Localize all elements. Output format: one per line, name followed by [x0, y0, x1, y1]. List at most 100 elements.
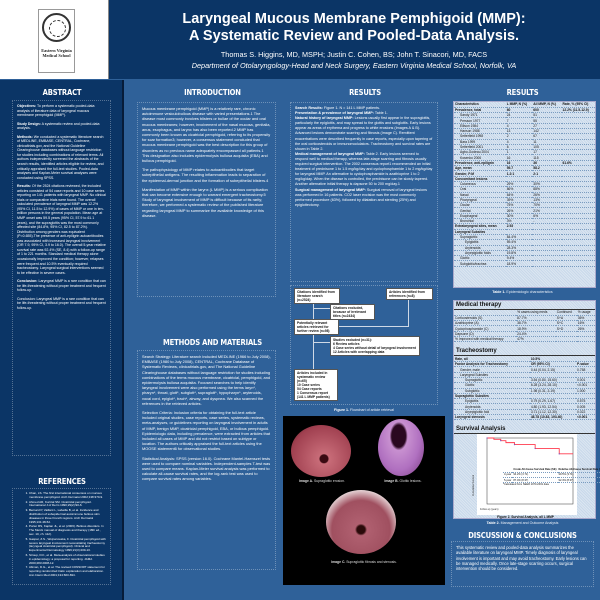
- table-cell: 2.93: [505, 223, 533, 230]
- abstract-box: Objectives: To perform a systematic pool…: [12, 100, 111, 456]
- table-header-row: % cases using meds Continued% usage: [454, 310, 595, 316]
- table-cell: 115: [532, 154, 562, 161]
- table-cell: [561, 144, 595, 151]
- image-c-caption: Image C. Supraglottic fibrosis and steno…: [331, 560, 397, 564]
- image-b-caption: Image B. Glottic lesions.: [384, 479, 422, 483]
- table-cell: Esophageal: [454, 213, 506, 220]
- table-cell: 28.3%: [505, 245, 533, 251]
- paragraph-text: Table 2. Early lesions seemed to respond…: [295, 151, 433, 187]
- table-cell: [561, 202, 595, 209]
- paragraph-label: Results:: [17, 184, 31, 189]
- table-row: Aryepiglottic folds 19.8%: [454, 250, 595, 257]
- table-row: Setterfield 2001 6 105: [454, 144, 595, 151]
- table-cell: 0.758: [576, 366, 595, 373]
- table-cell: Glottic: [454, 382, 530, 389]
- table-cell: 0.005: [576, 403, 595, 410]
- paragraph-label: Search Results:: [295, 106, 323, 110]
- table-cell: Kosenko 2006: [454, 154, 506, 161]
- references-heading: REFERENCES: [38, 477, 86, 486]
- paragraph-text: Conclusion: Laryngeal MMP is a rare cond…: [17, 296, 106, 310]
- table-cell: 21%: [532, 207, 562, 214]
- table-cell: Glottic: [454, 255, 506, 262]
- introduction-paragraph: Mucous membrane pemphigoid (MMP) is a re…: [142, 106, 271, 164]
- table-cell: [576, 331, 595, 338]
- censor-mark: [513, 444, 516, 446]
- paragraph-text: We conducted a systematic literature sea…: [17, 134, 104, 180]
- table-row: Concomitant lesions: [454, 176, 595, 182]
- table-cell: Laryngeal Subsites: [454, 372, 530, 378]
- table-header-row: Characteristics L MMP, N (%) All MMP, N (%…: [454, 102, 595, 108]
- abstract-paragraph: Results: Of the 2524 citations reviewed,…: [17, 184, 106, 275]
- table-2: Medical therapy % cases using meds Contin…: [453, 300, 600, 519]
- table-cell: [561, 133, 595, 140]
- paragraph-label: Natural history of laryngeal MMP:: [295, 116, 354, 121]
- table-cell: L MMP, N (%): [505, 102, 533, 108]
- table-cell: 64%: [505, 192, 533, 198]
- table-row: Prevalence, anti-epiligrin 16 36 61.6%: [454, 160, 595, 167]
- table-cell: [561, 165, 595, 172]
- table-cell: [532, 176, 562, 182]
- table-cell: [576, 372, 595, 378]
- table-cell: 4: [505, 139, 533, 145]
- censor-mark: [486, 437, 488, 439]
- introduction-heading: INTRODUCTION: [184, 88, 241, 97]
- table-cell: 36%: [576, 315, 595, 322]
- table-cell: 6.28 (3.24, 28.10): [529, 382, 577, 389]
- table-cell: [529, 393, 577, 400]
- table-cell: [561, 229, 595, 235]
- table-cell: Azathioprine (A): [454, 320, 517, 327]
- table-row: Aryepiglottic fold 3.71 (1.12, 12.30) 0.02…: [454, 409, 595, 416]
- table-cell: [561, 170, 595, 177]
- table-cell: [561, 123, 595, 130]
- table-cell: 3%: [505, 218, 533, 225]
- results-paragraph: Presentation & prevalence of laryngeal M…: [295, 111, 433, 116]
- table-cell: 1.2:1: [505, 170, 533, 177]
- table-cell: Aryepiglottic fold: [454, 409, 530, 416]
- inset-row: 5-year 87.4% (8.37) 92.4% (8.37): [503, 477, 600, 484]
- paragraph-text: Figure 1. N = 141 L MMP patients.: [322, 106, 380, 110]
- table-cell: [561, 207, 595, 214]
- table-row: % Improved with medical therapy 47%: [454, 336, 595, 343]
- censor-mark: [558, 453, 560, 455]
- table-row: Corticosteroids (S) 87.7% S+A 36%: [454, 315, 595, 322]
- table-cell: 3-year: [503, 472, 513, 479]
- table-cell: 142: [532, 128, 562, 135]
- table-cell: Prevalence, total: [454, 107, 506, 114]
- table-cell: 0.79 (0.29, 1.67): [529, 398, 577, 405]
- table-cell: Pharyngeal: [454, 197, 506, 204]
- table-1-caption: Table 1. Epidemiologic characteristics: [492, 290, 553, 294]
- paragraph-text: Lesions usually first appear in the supr…: [295, 116, 433, 151]
- abstract-paragraph: Conclusion: Laryngeal MMP is a rare cond…: [17, 279, 106, 293]
- reference-item: Ahmed AR, Kurtzal SM. Cicatricial pemphi…: [29, 500, 106, 509]
- table-cell: Bara 1999: [454, 139, 506, 145]
- paragraph-label: Conclusion:: [17, 279, 38, 284]
- table-cell: [561, 181, 595, 188]
- caption-label: Figure 1.: [334, 408, 350, 412]
- table-cell: Age, mean: [454, 165, 506, 172]
- table-cell: Sandy 1971: [454, 112, 506, 119]
- table-cell: Characteristics: [454, 102, 506, 108]
- table-cell: 36.7%: [516, 320, 556, 327]
- introduction-paragraph: Manifestation of MMP within the larynx (…: [142, 186, 268, 218]
- table-cell: 61.6%: [561, 160, 595, 167]
- paragraph-text: A systematic review and pooled-data anal…: [17, 121, 100, 131]
- table-cell: Agbo-Godeau 2004: [454, 149, 506, 156]
- table-cell: 67: [532, 133, 562, 140]
- table-cell: Epiglottis: [454, 398, 530, 405]
- table-cell: [561, 239, 595, 246]
- logo-text: Eastern Virginia Medical School: [41, 48, 72, 58]
- table-cell: Arytenoids: [454, 245, 506, 251]
- table-cell: [505, 229, 533, 235]
- introduction-paragraph: The pathophysiology of MMP relates to au…: [142, 167, 269, 183]
- flow-box-studies-excluded: Studies excluded (n=31): 6 Review articl…: [330, 336, 420, 356]
- table-cell: S+D: [555, 325, 577, 332]
- table-row: Setterfield 1998 2 67: [454, 133, 595, 140]
- paragraph-text: Of the 2524 citations reviewed, the incl…: [17, 184, 106, 275]
- table-1: Characteristics L MMP, N (%) All MMP, N (%…: [453, 101, 596, 288]
- flow-box-references: Articles identified from references (n=8…: [386, 288, 433, 300]
- table-cell: [576, 393, 595, 400]
- methods-paragraph: Search Strategy: Literature search inclu…: [142, 354, 271, 406]
- table-cell: 36: [532, 160, 562, 167]
- table-cell: Cyclophosphamide (C): [454, 325, 517, 332]
- table-cell: 17: [532, 149, 562, 156]
